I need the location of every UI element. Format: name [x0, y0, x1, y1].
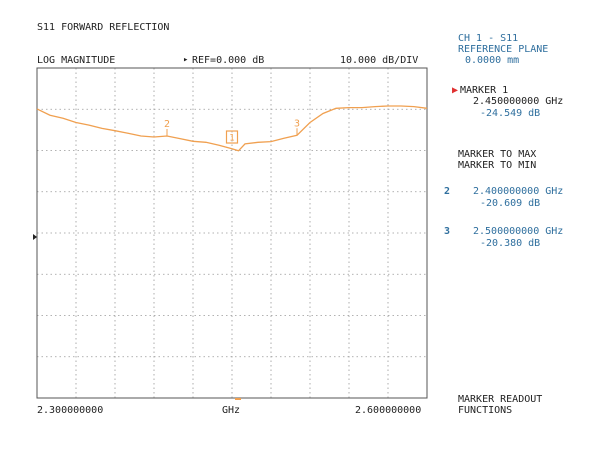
reference-level: REF=0.000 dB [192, 55, 265, 66]
start-frequency: 2.300000000 [37, 405, 104, 416]
active-marker-label[interactable]: MARKER 1 [460, 85, 509, 96]
marker2-frequency: 2.400000000 GHz [473, 186, 564, 197]
reference-plane-label: REFERENCE PLANE [458, 44, 549, 55]
active-marker-arrow-icon: ▶ [452, 85, 459, 96]
channel-label: CH 1 - S11 [458, 33, 519, 44]
marker-1-label[interactable]: 1 [229, 134, 234, 144]
marker3-frequency: 2.500000000 GHz [473, 226, 564, 237]
measurement-title: S11 FORWARD REFLECTION [37, 22, 170, 33]
plot-frame [36, 67, 428, 399]
marker-readout-softkey-line1[interactable]: MARKER READOUT [458, 394, 543, 405]
frequency-unit: GHz [222, 405, 241, 416]
trace-markers: 1 2 3 [164, 118, 300, 144]
active-marker-frequency: 2.450000000 GHz [473, 96, 564, 107]
marker3-value: -20.380 dB [480, 238, 541, 249]
marker2-number[interactable]: 2 [444, 186, 451, 197]
stop-frequency: 2.600000000 [355, 405, 422, 416]
reference-plane-value: 0.0000 mm [465, 55, 520, 66]
s11-trace [36, 105, 428, 152]
display-format: LOG MAGNITUDE [37, 55, 116, 66]
center-frequency-tick [235, 398, 241, 400]
marker-to-max-softkey[interactable]: MARKER TO MAX [458, 149, 537, 160]
marker-3-label[interactable]: 3 [294, 118, 300, 129]
ref-arrow-icon: ▸ [183, 55, 189, 65]
marker2-value: -20.609 dB [480, 198, 541, 209]
active-marker-value: -24.549 dB [480, 108, 541, 119]
marker-readout-softkey-line2[interactable]: FUNCTIONS [458, 405, 513, 416]
marker-1-box[interactable] [225, 130, 239, 144]
graticule [37, 68, 427, 398]
ref-position-pointer [33, 234, 37, 240]
scale-per-division: 10.000 dB/DIV [340, 55, 419, 66]
marker3-number[interactable]: 3 [444, 226, 451, 237]
marker-to-min-softkey[interactable]: MARKER TO MIN [458, 160, 537, 171]
marker-2-label[interactable]: 2 [164, 119, 170, 130]
